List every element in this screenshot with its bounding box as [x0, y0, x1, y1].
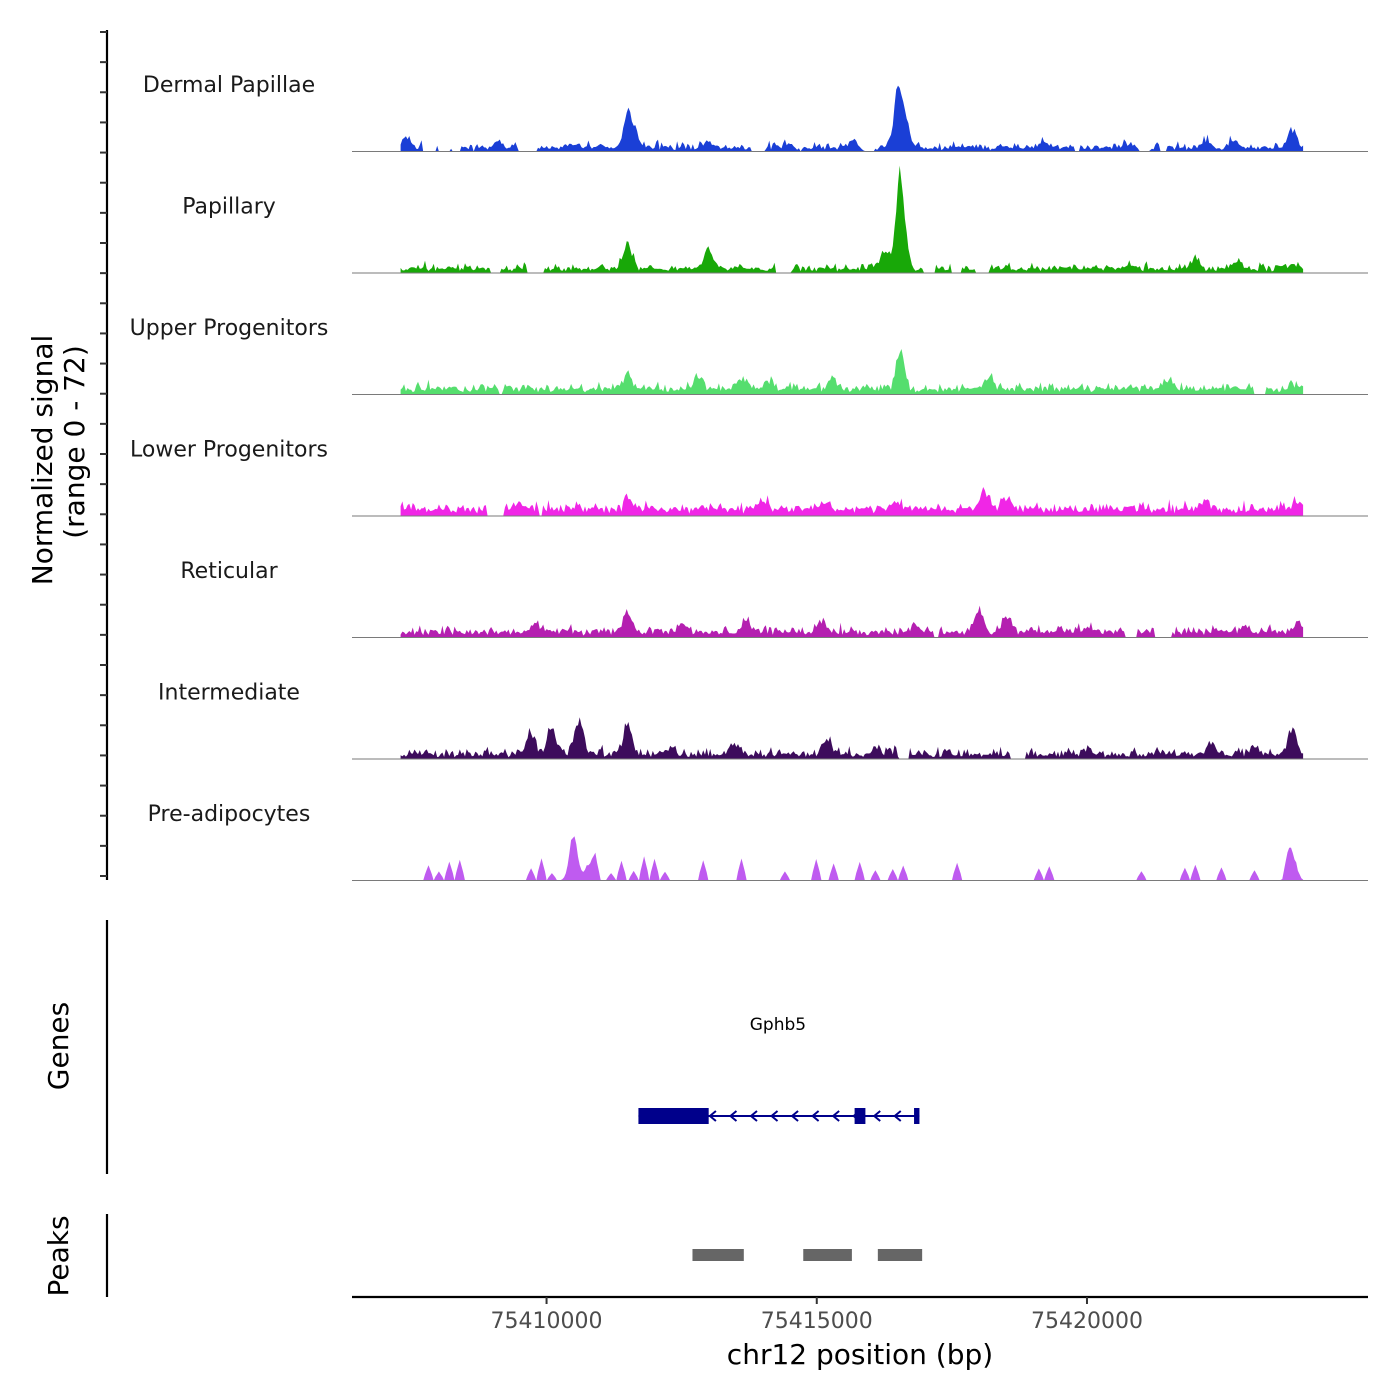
peaks-axis-title: Peaks — [42, 1215, 75, 1296]
x-tick-label: 75420000 — [1031, 1309, 1143, 1334]
peak-track — [692, 1249, 923, 1261]
x-tick-label: 75410000 — [491, 1309, 603, 1334]
gene-track: Gphb5 — [638, 1015, 920, 1124]
x-tick-label: 75415000 — [761, 1309, 873, 1334]
peak-region — [692, 1249, 744, 1261]
track-label: Pre-adipocytes — [148, 802, 311, 827]
strand-arrow — [831, 1110, 840, 1122]
track-papillary: Papillary — [182, 165, 1368, 274]
strand-arrow — [872, 1110, 881, 1122]
coverage-area — [400, 487, 1304, 516]
coverage-area — [400, 717, 1304, 759]
track-label: Lower Progenitors — [130, 438, 328, 463]
y-axis-title-line1: Normalized signal — [26, 335, 59, 586]
strand-arrow — [749, 1110, 758, 1122]
track-label: Dermal Papillae — [143, 73, 315, 98]
track-lower-progenitors: Lower Progenitors — [130, 438, 1368, 517]
coverage-area — [400, 349, 1304, 395]
gene-exon — [854, 1108, 866, 1124]
coverage-area — [400, 85, 1304, 152]
y-axis-title-line2: (range 0 - 72) — [58, 345, 91, 539]
strand-arrow — [708, 1110, 717, 1122]
gene-exon — [914, 1108, 920, 1124]
coverage-area — [400, 836, 1304, 881]
peak-region — [877, 1249, 923, 1261]
track-label: Papillary — [182, 195, 276, 220]
genes-axis-title: Genes — [42, 1002, 75, 1090]
coverage-area — [400, 605, 1304, 638]
strand-arrow — [811, 1110, 820, 1122]
track-upper-progenitors: Upper Progenitors — [130, 316, 1368, 395]
strand-arrow — [790, 1110, 799, 1122]
strand-arrow — [769, 1110, 779, 1122]
track-intermediate: Intermediate — [158, 681, 1368, 760]
gene-name-label: Gphb5 — [750, 1015, 806, 1035]
axes: 75410000 75415000 75420000 — [100, 30, 1368, 1334]
track-reticular: Reticular — [180, 559, 1368, 638]
track-dermal-papillae: Dermal Papillae — [143, 73, 1368, 152]
track-label: Intermediate — [158, 681, 300, 706]
x-axis-title: chr12 position (bp) — [727, 1338, 993, 1371]
track-label: Reticular — [180, 559, 278, 584]
strand-arrow — [893, 1110, 902, 1122]
strand-arrow — [728, 1110, 738, 1122]
gene-exon — [638, 1108, 709, 1124]
coverage-area — [400, 165, 1304, 273]
track-pre-adipocytes: Pre-adipocytes — [148, 802, 1368, 881]
coverage-tracks: Dermal Papillae Papillary Upper Progenitor… — [130, 73, 1368, 881]
track-label: Upper Progenitors — [130, 316, 329, 341]
peak-region — [803, 1249, 852, 1261]
